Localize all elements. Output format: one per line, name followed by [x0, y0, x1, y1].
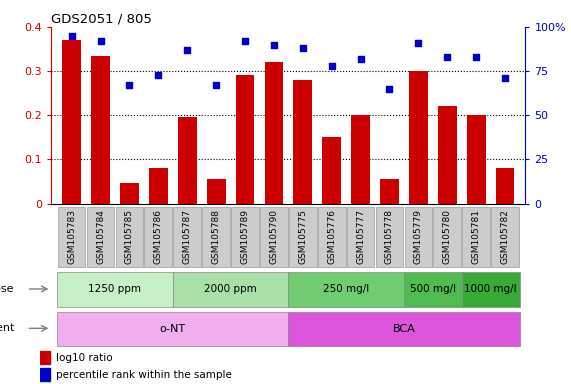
FancyBboxPatch shape	[404, 271, 462, 307]
FancyBboxPatch shape	[463, 207, 490, 268]
Point	[96, 38, 105, 44]
Bar	[62, 40, 81, 204]
Text: GSM105779: GSM105779	[414, 209, 423, 264]
Text: 1000 mg/l: 1000 mg/l	[464, 285, 517, 295]
Text: 250 mg/l: 250 mg/l	[323, 285, 369, 295]
Bar	[120, 183, 139, 204]
Point	[385, 86, 394, 92]
FancyBboxPatch shape	[288, 312, 520, 346]
FancyBboxPatch shape	[318, 207, 345, 268]
Bar	[293, 80, 312, 204]
Point	[356, 56, 365, 62]
FancyBboxPatch shape	[376, 207, 403, 268]
Point	[183, 47, 192, 53]
Text: GSM105777: GSM105777	[356, 209, 365, 264]
Point	[414, 40, 423, 46]
Bar	[207, 179, 226, 204]
Text: GSM105786: GSM105786	[154, 209, 163, 264]
Bar	[380, 179, 399, 204]
Text: GSM105780: GSM105780	[443, 209, 452, 264]
Point	[327, 63, 336, 69]
Text: GSM105778: GSM105778	[385, 209, 394, 264]
Text: log10 ratio: log10 ratio	[56, 353, 112, 363]
Bar	[40, 351, 50, 364]
Point	[125, 82, 134, 88]
FancyBboxPatch shape	[87, 207, 114, 268]
Bar	[178, 118, 196, 204]
Point	[443, 54, 452, 60]
Text: 2000 ppm: 2000 ppm	[204, 285, 257, 295]
Text: GSM105783: GSM105783	[67, 209, 76, 264]
Text: BCA: BCA	[393, 324, 415, 334]
Text: GSM105782: GSM105782	[501, 209, 509, 263]
FancyBboxPatch shape	[491, 207, 519, 268]
FancyBboxPatch shape	[347, 207, 375, 268]
Bar	[149, 168, 168, 204]
Point	[154, 71, 163, 78]
Bar	[467, 115, 485, 204]
Bar	[264, 62, 283, 204]
FancyBboxPatch shape	[173, 271, 288, 307]
FancyBboxPatch shape	[433, 207, 461, 268]
Point	[211, 82, 220, 88]
Bar	[91, 56, 110, 204]
Text: GDS2051 / 805: GDS2051 / 805	[51, 13, 152, 26]
Bar	[496, 168, 514, 204]
Point	[501, 75, 510, 81]
FancyBboxPatch shape	[260, 207, 288, 268]
Text: dose: dose	[0, 284, 14, 294]
Text: GSM105787: GSM105787	[183, 209, 192, 264]
Text: GSM105775: GSM105775	[298, 209, 307, 264]
Text: GSM105781: GSM105781	[472, 209, 481, 264]
Text: GSM105788: GSM105788	[212, 209, 220, 264]
Text: GSM105784: GSM105784	[96, 209, 105, 263]
FancyBboxPatch shape	[57, 271, 173, 307]
Text: 500 mg/l: 500 mg/l	[410, 285, 456, 295]
FancyBboxPatch shape	[57, 312, 288, 346]
Text: GSM105789: GSM105789	[240, 209, 250, 264]
FancyBboxPatch shape	[115, 207, 143, 268]
FancyBboxPatch shape	[144, 207, 172, 268]
FancyBboxPatch shape	[288, 271, 404, 307]
FancyBboxPatch shape	[174, 207, 201, 268]
Point	[298, 45, 307, 51]
Text: o-NT: o-NT	[160, 324, 186, 334]
Text: 1250 ppm: 1250 ppm	[89, 285, 142, 295]
Point	[67, 33, 76, 39]
Text: GSM105785: GSM105785	[125, 209, 134, 264]
FancyBboxPatch shape	[231, 207, 259, 268]
Bar	[351, 115, 370, 204]
Text: percentile rank within the sample: percentile rank within the sample	[56, 370, 232, 380]
Text: GSM105776: GSM105776	[327, 209, 336, 264]
Text: GSM105790: GSM105790	[270, 209, 279, 264]
Bar	[409, 71, 428, 204]
FancyBboxPatch shape	[289, 207, 317, 268]
Bar	[236, 76, 255, 204]
Point	[472, 54, 481, 60]
Bar	[438, 106, 457, 204]
Point	[270, 41, 279, 48]
FancyBboxPatch shape	[58, 207, 86, 268]
Bar	[322, 137, 341, 204]
FancyBboxPatch shape	[404, 207, 432, 268]
Text: agent: agent	[0, 323, 14, 333]
FancyBboxPatch shape	[202, 207, 230, 268]
FancyBboxPatch shape	[462, 271, 520, 307]
Point	[240, 38, 250, 44]
Bar	[40, 368, 50, 381]
